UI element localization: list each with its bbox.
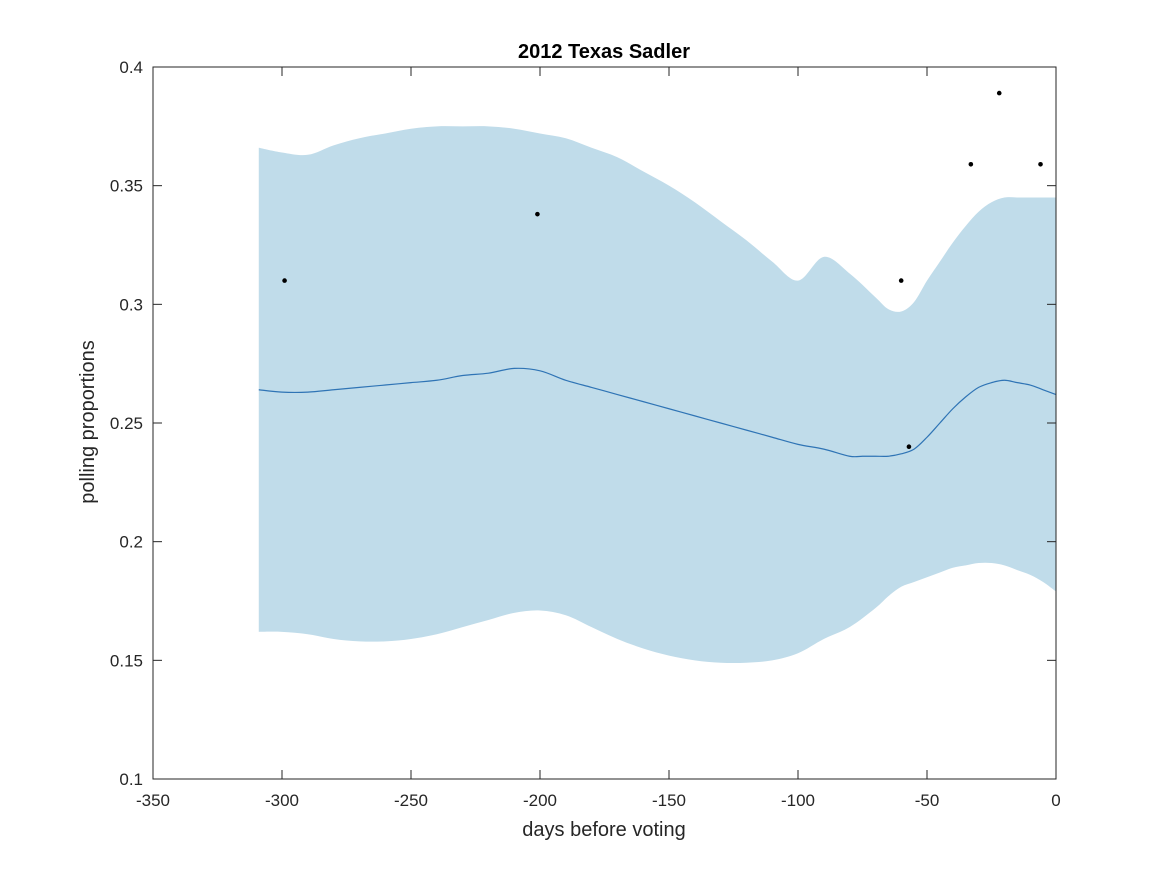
poll-point	[968, 162, 974, 167]
chart-title: 2012 Texas Sadler	[518, 41, 690, 63]
y-tick-label: 0.15	[110, 651, 143, 670]
poll-point	[1038, 162, 1043, 167]
poll-point	[898, 278, 904, 283]
x-tick-label: -200	[523, 791, 557, 810]
y-tick-label: 0.3	[119, 295, 143, 314]
x-tick-label: -100	[781, 791, 815, 810]
x-axis-title: days before voting	[522, 819, 685, 841]
y-tick-label: 0.1	[119, 770, 143, 789]
confidence-band	[258, 126, 1056, 664]
y-tick-label: 0.4	[119, 58, 143, 77]
x-tick-label: -150	[652, 791, 686, 810]
x-tick-label: 0	[1051, 791, 1060, 810]
y-tick-label: 0.35	[110, 177, 143, 196]
poll-point	[906, 444, 912, 450]
poll-point	[535, 211, 540, 217]
x-tick-label: -300	[265, 791, 299, 810]
x-tick-label: -350	[136, 791, 170, 810]
plot-area	[258, 90, 1057, 664]
y-tick-label: 0.2	[119, 533, 143, 552]
ticks: -350 -300 -250 -200 -150 -100 -50 0 0.1 0.15 0.2 0.…	[110, 58, 1061, 810]
mean-trend-line	[258, 367, 1057, 458]
x-tick-label: -50	[915, 791, 940, 810]
poll-point	[996, 90, 1002, 96]
y-tick-label: 0.25	[110, 414, 143, 433]
poll-point	[282, 278, 287, 283]
y-axis-title: polling proportions	[77, 340, 99, 503]
x-tick-label: -250	[394, 791, 428, 810]
